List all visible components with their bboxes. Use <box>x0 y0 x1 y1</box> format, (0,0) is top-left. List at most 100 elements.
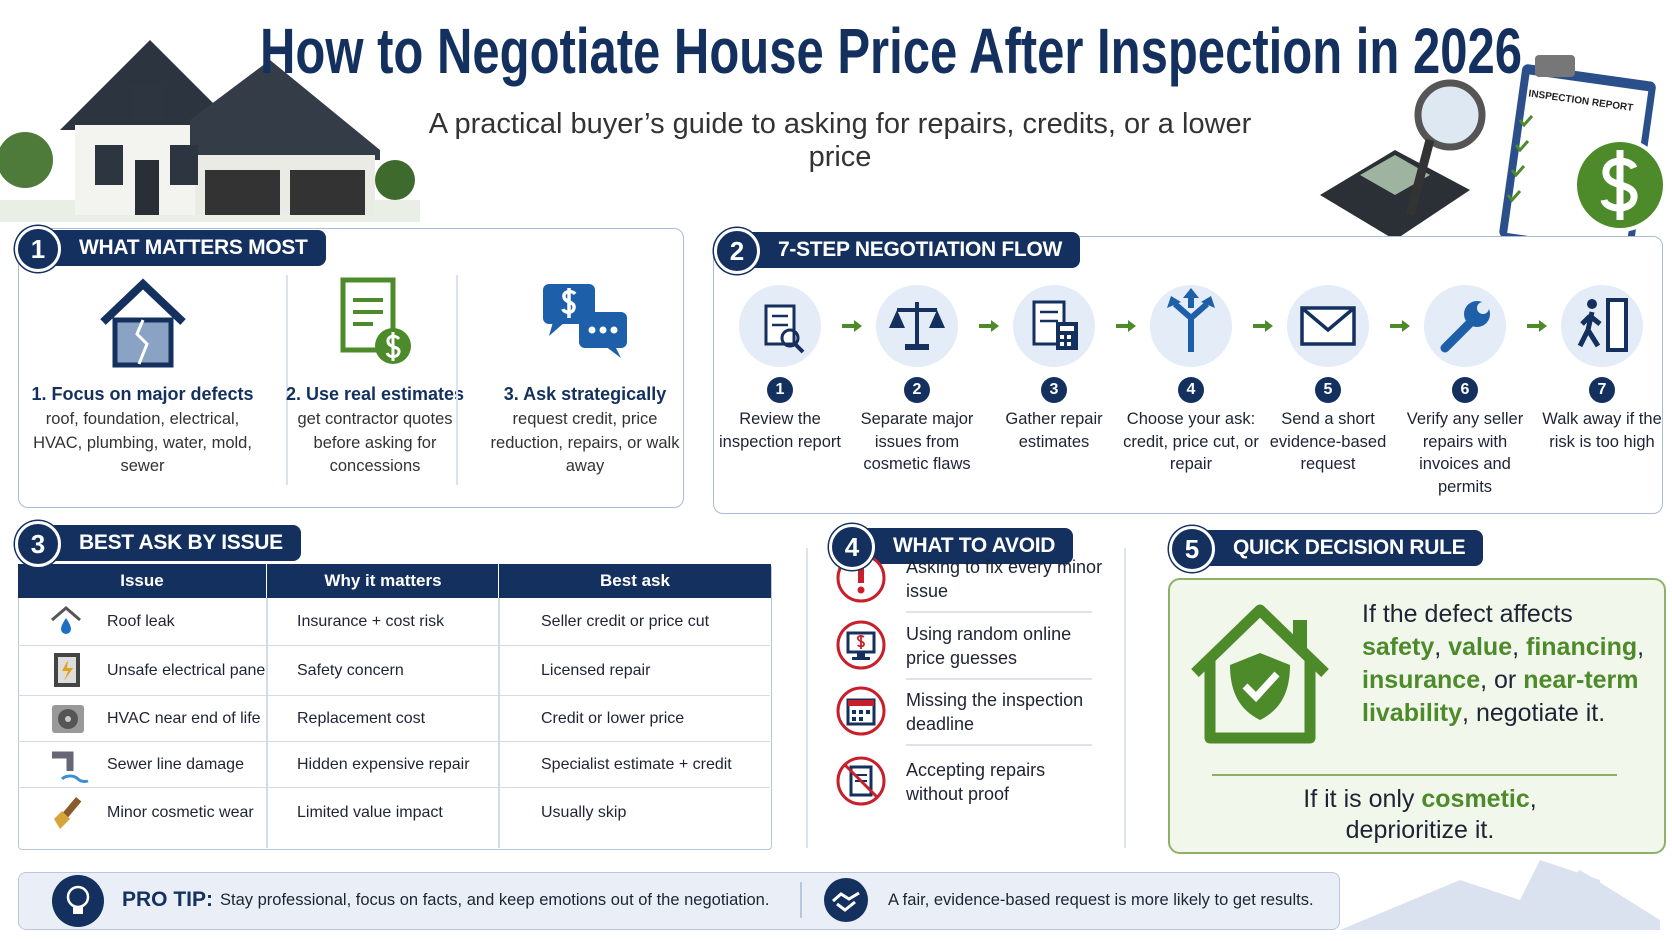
row-rule <box>18 646 770 696</box>
step-number: 7 <box>1589 377 1615 403</box>
row-rule <box>18 742 770 788</box>
issue-icon <box>48 651 90 691</box>
column-rule <box>498 598 500 848</box>
pro-tip-bar <box>18 872 1340 930</box>
bulb-icon <box>52 875 104 927</box>
issue-icon-svg <box>52 751 89 783</box>
avoid-icon <box>836 756 886 806</box>
table-cell: Replacement cost <box>297 710 426 727</box>
step-text: Send a short evidence-based request <box>1269 410 1387 473</box>
step-icon-svg <box>1561 285 1643 367</box>
avoid-icon-svg <box>836 686 886 736</box>
issue-icon-svg <box>51 606 81 634</box>
issue-icon-svg <box>54 653 80 687</box>
issue-icon <box>48 745 90 785</box>
section-heading: QUICK DECISION RULE <box>1199 530 1484 566</box>
table-cell: Limited value impact <box>297 804 443 821</box>
section-box <box>713 236 1663 514</box>
table-header: Issue <box>18 564 266 598</box>
avoid-icon <box>836 686 886 736</box>
step-number: 3 <box>1041 377 1067 403</box>
plain-text: , or <box>1480 666 1524 694</box>
flow-arrow-svg <box>1116 320 1136 332</box>
issue-icon <box>48 602 90 642</box>
skyline-decor <box>1340 860 1660 930</box>
section-number: 2 <box>714 228 760 274</box>
step-icon-svg <box>876 285 958 367</box>
divider <box>1124 548 1126 848</box>
avoid-icon-svg <box>836 756 886 806</box>
avoid-icon <box>836 620 886 670</box>
step-icon <box>1560 284 1644 368</box>
flow-arrow <box>1114 317 1138 335</box>
table-header: Why it matters <box>266 564 499 598</box>
issue-icon <box>48 793 90 833</box>
flow-arrow <box>1525 317 1549 335</box>
decision-fallback: If it is only cosmetic, deprioritize it. <box>1240 784 1600 846</box>
step-icon-svg <box>1287 285 1369 367</box>
step-number: 1 <box>767 377 793 403</box>
step-text: Verify any seller repairs with invoices … <box>1406 410 1524 496</box>
pro-tip-label: PRO TIP: <box>122 888 214 911</box>
report-illustration <box>1320 55 1667 255</box>
table-cell: Usually skip <box>541 804 627 821</box>
row-rule <box>18 696 770 742</box>
table-cell: Unsafe electrical panel <box>107 662 269 679</box>
item-text: roof, foundation, electrical, HVAC, plum… <box>33 410 252 475</box>
step-icon-svg <box>739 285 821 367</box>
step-icon <box>1286 284 1370 368</box>
divider <box>906 744 1092 746</box>
table-cell: HVAC near end of life <box>107 710 261 727</box>
divider <box>1212 774 1617 776</box>
avoid-text: Accepting repairs without proof <box>906 760 1046 804</box>
table-header: Best ask <box>498 564 771 598</box>
step-number: 2 <box>904 377 930 403</box>
plain-text: , negotiate it. <box>1462 699 1606 727</box>
step-number: 4 <box>1178 377 1204 403</box>
section-number: 1 <box>15 226 61 272</box>
item-text: request credit, price reduction, repairs… <box>490 410 680 475</box>
section-heading: WHAT MATTERS MOST <box>45 230 326 266</box>
pro-tip-note: A fair, evidence-based request is more l… <box>888 891 1314 909</box>
issue-icon-svg <box>54 797 82 829</box>
highlight-text: financing <box>1526 633 1638 661</box>
step-text: Review the inspection report <box>719 410 841 451</box>
table-cell: Seller credit or price cut <box>541 613 710 630</box>
avoid-text: Asking to fix every minor issue <box>906 557 1103 601</box>
pro-tip-text: Stay professional, focus on facts, and k… <box>220 891 770 909</box>
step-number: 5 <box>1315 377 1341 403</box>
flow-arrow-svg <box>1527 320 1547 332</box>
divider <box>800 882 802 918</box>
flow-arrow <box>1251 317 1275 335</box>
issue-icon <box>48 699 90 739</box>
divider <box>906 611 1092 613</box>
plain-text: , deprioritize it. <box>1345 785 1537 844</box>
divider <box>806 548 808 848</box>
plain-text: , <box>1512 633 1527 661</box>
item-icon <box>325 272 425 368</box>
plain-text: , <box>1434 633 1449 661</box>
table-cell: Specialist estimate + credit <box>541 756 732 773</box>
issue-icon-svg <box>52 705 84 733</box>
item-icon <box>93 272 193 368</box>
flow-arrow <box>977 317 1001 335</box>
plain-text: If it is only <box>1303 785 1422 813</box>
step-icon <box>738 284 822 368</box>
highlight-text: value <box>1448 633 1513 661</box>
avoid-text: Using random online price guesses <box>906 624 1072 668</box>
flow-arrow-svg <box>1390 320 1410 332</box>
step-icon-svg <box>1424 285 1506 367</box>
title: How to Negotiate House Price After Inspe… <box>260 15 1522 87</box>
shield-house-icon <box>1191 604 1329 744</box>
step-text: Walk away if the risk is too high <box>1542 410 1662 451</box>
item-title: 2. Use real estimates <box>285 384 465 404</box>
table-cell: Minor cosmetic wear <box>107 804 254 821</box>
step-icon <box>1012 284 1096 368</box>
handshake-icon <box>824 878 868 922</box>
flow-arrow <box>840 317 864 335</box>
step-icon <box>1149 284 1233 368</box>
item-icon-svg <box>340 277 411 364</box>
divider <box>906 678 1092 680</box>
highlight-text: safety <box>1362 633 1435 661</box>
